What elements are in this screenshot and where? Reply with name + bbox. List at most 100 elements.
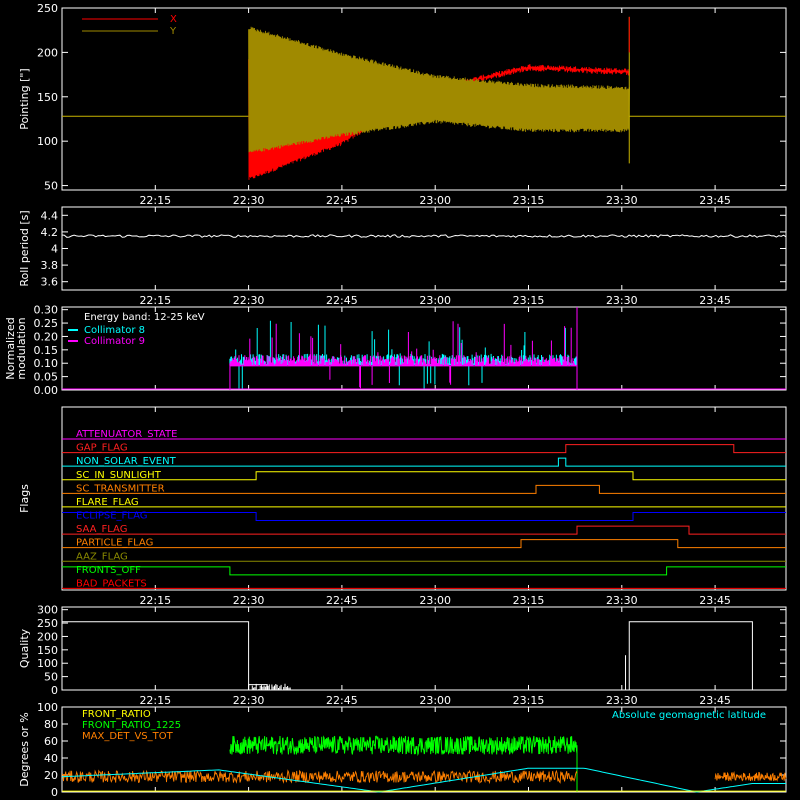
flag-label-bad_packets: BAD_PACKETS (76, 578, 147, 589)
y-tick-label: 50 (44, 671, 58, 684)
ratio-annotation: Absolute geomagnetic latitude (612, 710, 766, 721)
y-tick-label: 60 (44, 735, 58, 748)
quality-segment-2 (628, 621, 753, 690)
y-axis-label: Degrees or % (18, 712, 31, 786)
y-tick-label: 0 (51, 786, 58, 799)
y-axis-label: Flags (18, 484, 31, 513)
x-tick-label: 22:45 (326, 294, 358, 307)
x-tick-label: 23:45 (699, 694, 731, 707)
y-tick-label: 0.10 (34, 357, 59, 370)
quality-segment-0 (61, 621, 250, 690)
flag-line-sc_in_sunlight (62, 471, 786, 481)
front-ratio-1225-series (229, 735, 578, 757)
modulation-legend-label-0: Collimator 8 (84, 325, 145, 336)
flag-label-sc_in_sunlight: SC_IN_SUNLIGHT (76, 470, 162, 481)
ratio-legend-label-0: FRONT_RATIO (82, 709, 151, 720)
x-tick-label: 23:45 (699, 294, 731, 307)
roll-period-series (61, 234, 787, 238)
quality-segment-1 (248, 684, 268, 690)
y-tick-label: 250 (37, 617, 58, 630)
x-tick-label: 23:00 (419, 594, 451, 607)
flag-line-sc_transmitter (62, 484, 786, 494)
flag-line-non_solar_event (62, 457, 786, 467)
ratio-legend-label-1: FRONT_RATIO_1225 (82, 720, 181, 731)
legend-label-y: Y (169, 26, 177, 37)
y-tick-label: 0 (51, 684, 58, 697)
y-tick-label: 40 (44, 752, 58, 765)
flag-line-fronts_off (62, 566, 786, 576)
flag-line-gap_flag (62, 444, 786, 454)
y-tick-label: 0.00 (34, 384, 59, 397)
y-axis-label: Normalized (4, 317, 17, 379)
y-tick-label: 200 (37, 630, 58, 643)
y-axis-label: Quality (18, 628, 31, 668)
max-det-series (61, 769, 578, 785)
plot-frame-3 (61, 406, 787, 591)
x-tick-label: 23:00 (419, 194, 451, 207)
y-tick-label: 150 (37, 91, 58, 104)
y-axis-label: Pointing ["] (18, 68, 31, 129)
flag-line-eclipse_flag (62, 512, 786, 521)
y-tick-label: 0.25 (34, 317, 59, 330)
x-tick-label: 23:15 (513, 594, 545, 607)
x-tick-label: 23:00 (419, 694, 451, 707)
plot-frame-5 (61, 706, 787, 793)
x-tick-label: 22:15 (139, 294, 171, 307)
y-tick-label: 0.05 (34, 371, 59, 384)
y-tick-label: 80 (44, 718, 58, 731)
flag-line-saa_flag (62, 525, 786, 535)
flag-label-particle_flag: PARTICLE_FLAG (76, 538, 153, 549)
x-tick-label: 23:30 (606, 294, 638, 307)
modulation-annotation: Energy band: 12-25 keV (84, 312, 205, 323)
modulation-legend-label-1: Collimator 9 (84, 336, 145, 347)
x-tick-label: 23:30 (606, 694, 638, 707)
y-tick-label: 0.15 (34, 344, 59, 357)
x-tick-label: 23:15 (513, 694, 545, 707)
y-tick-label: 3.8 (41, 259, 59, 272)
x-tick-label: 22:15 (139, 594, 171, 607)
flag-label-non_solar_event: NON_SOLAR_EVENT (76, 456, 177, 467)
modulation-series-0 (229, 320, 578, 390)
y-tick-label: 250 (37, 2, 58, 15)
x-tick-label: 22:45 (326, 594, 358, 607)
y-tick-label: 50 (44, 180, 58, 193)
x-tick-label: 23:30 (606, 194, 638, 207)
flag-label-sc_transmitter: SC_TRANSMITTER (76, 483, 165, 494)
pointing-series-y (248, 26, 630, 153)
x-tick-label: 22:30 (233, 294, 265, 307)
x-tick-label: 23:15 (513, 294, 545, 307)
y-tick-label: 300 (37, 604, 58, 617)
x-tick-label: 23:15 (513, 194, 545, 207)
y-tick-label: 100 (37, 657, 58, 670)
ratio-legend-label-2: MAX_DET_VS_TOT (82, 731, 174, 742)
geomagnetic-latitude-series (61, 767, 786, 793)
y-axis-label: Roll period [s] (18, 210, 31, 286)
x-tick-label: 22:30 (233, 194, 265, 207)
x-tick-label: 22:30 (233, 594, 265, 607)
x-tick-label: 22:15 (139, 194, 171, 207)
plot-frame-1 (61, 206, 787, 291)
flag-label-aaz_flag: AAZ_FLAG (76, 551, 128, 562)
x-tick-label: 23:45 (699, 594, 731, 607)
flag-label-attenuator_state: ATTENUATOR_STATE (76, 429, 177, 440)
quality-spikes (251, 683, 291, 690)
flag-label-saa_flag: SAA_FLAG (76, 524, 127, 535)
y-tick-label: 3.6 (41, 276, 59, 289)
y-tick-label: 100 (37, 701, 58, 714)
max-det-series-tail (714, 771, 787, 782)
plot-frame-4 (61, 606, 787, 691)
x-tick-label: 22:45 (326, 694, 358, 707)
y-tick-label: 4.4 (41, 209, 59, 222)
x-tick-label: 22:30 (233, 694, 265, 707)
x-tick-label: 22:15 (139, 694, 171, 707)
y-tick-label: 4 (51, 243, 58, 256)
plot-frame-2 (61, 306, 787, 391)
y-tick-label: 150 (37, 644, 58, 657)
x-tick-label: 23:45 (699, 194, 731, 207)
y-tick-label: 20 (44, 769, 58, 782)
x-tick-label: 23:00 (419, 294, 451, 307)
y-tick-label: 200 (37, 46, 58, 59)
y-tick-label: 0.30 (34, 304, 59, 317)
